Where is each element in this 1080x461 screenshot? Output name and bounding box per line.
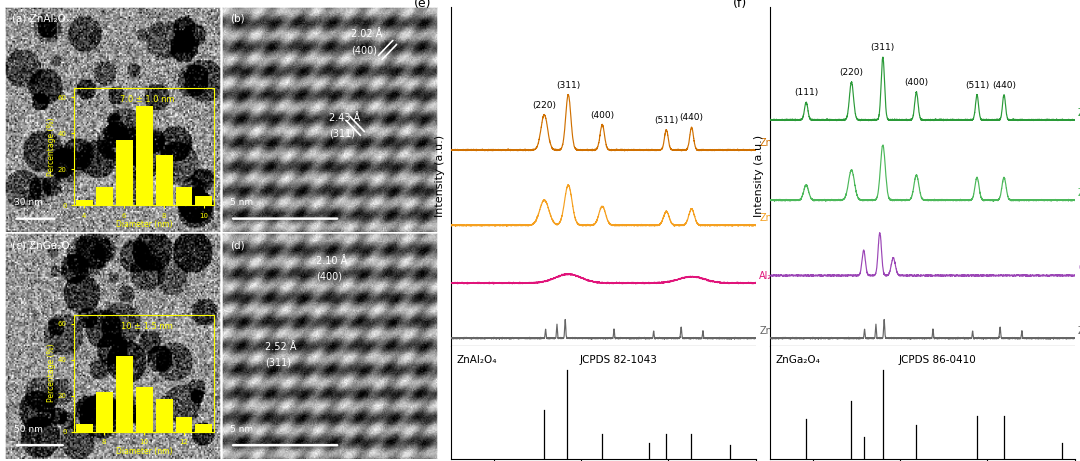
Text: Al₂O₃: Al₂O₃ (759, 271, 784, 281)
Text: (440): (440) (679, 113, 703, 122)
Text: ZnGa₂Oₓ-R: ZnGa₂Oₓ-R (1078, 108, 1080, 118)
Text: (c) ZnGa₂Oₓ: (c) ZnGa₂Oₓ (12, 240, 75, 250)
Text: (e): (e) (414, 0, 432, 10)
Text: ZnAl₂O₄: ZnAl₂O₄ (457, 355, 497, 365)
Text: (511): (511) (964, 81, 989, 90)
Text: (400): (400) (590, 111, 615, 120)
Text: 5 nm: 5 nm (230, 198, 254, 207)
Text: 2.43 Å: 2.43 Å (329, 113, 361, 123)
Text: (440): (440) (993, 81, 1016, 90)
Text: (220): (220) (839, 68, 864, 77)
Text: (400): (400) (904, 78, 929, 87)
Text: (b): (b) (230, 14, 245, 24)
Y-axis label: Intensity (a.u.): Intensity (a.u.) (754, 135, 764, 218)
Text: ZnGa₂O₄: ZnGa₂O₄ (775, 355, 821, 365)
Text: 5 nm: 5 nm (230, 425, 254, 434)
Text: ZnO: ZnO (759, 326, 780, 336)
Text: 50 nm: 50 nm (14, 425, 43, 434)
Text: (400): (400) (316, 272, 342, 282)
Text: ZnAl₂Oₓ: ZnAl₂Oₓ (759, 213, 797, 223)
Text: (311): (311) (870, 43, 895, 52)
Text: (511): (511) (654, 116, 678, 125)
Text: JCPDS 82-1043: JCPDS 82-1043 (580, 355, 658, 365)
Text: ZnAl₂Oₓ-R: ZnAl₂Oₓ-R (759, 138, 808, 148)
Text: (220): (220) (532, 101, 556, 110)
Text: (f): (f) (733, 0, 747, 10)
Text: (a) ZnAl₂Oₓ: (a) ZnAl₂Oₓ (12, 14, 70, 24)
Y-axis label: Intensity (a.u.): Intensity (a.u.) (435, 135, 445, 218)
Text: 2.52 Å: 2.52 Å (265, 342, 296, 352)
Text: JCPDS 86-0410: JCPDS 86-0410 (899, 355, 976, 365)
Text: Ga₂O₃: Ga₂O₃ (1078, 264, 1080, 273)
Text: 30 nm: 30 nm (14, 198, 43, 207)
Text: (311): (311) (556, 81, 580, 90)
Text: (111): (111) (794, 88, 819, 97)
Text: (311): (311) (265, 357, 291, 367)
Text: 2.02 Å: 2.02 Å (351, 30, 382, 40)
Text: ZnO: ZnO (1078, 326, 1080, 336)
Text: (d): (d) (230, 240, 245, 250)
Text: ZnGa₂Oₓ: ZnGa₂Oₓ (1078, 188, 1080, 198)
Text: (400): (400) (351, 45, 377, 55)
Text: (311): (311) (329, 129, 355, 139)
Text: 2.10 Å: 2.10 Å (316, 256, 348, 266)
